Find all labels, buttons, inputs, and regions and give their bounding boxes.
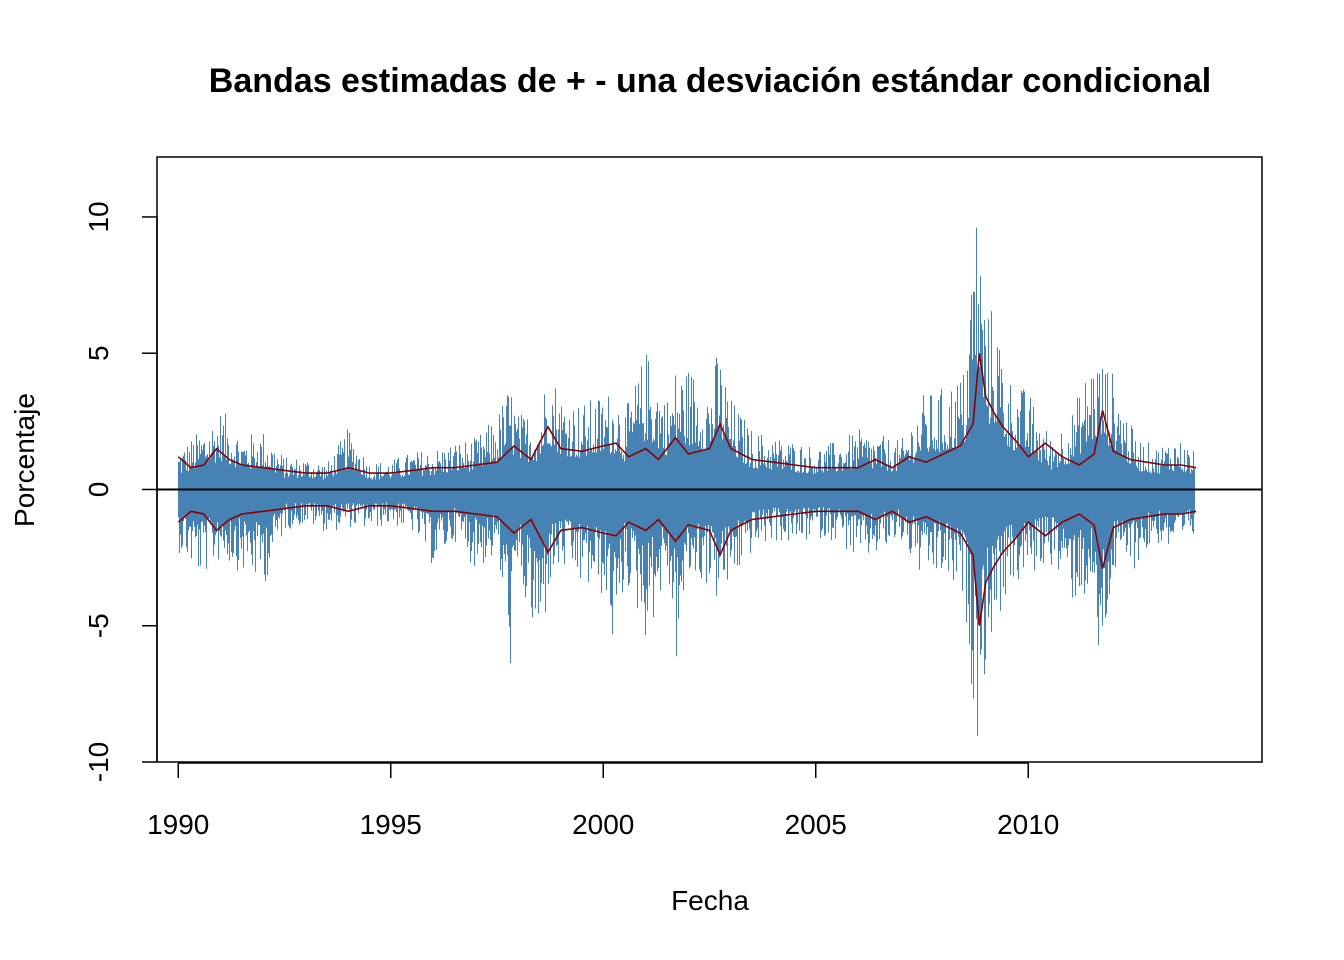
y-axis-label: Porcentaje [9,393,40,527]
chart-title: Bandas estimadas de + - una desviación e… [209,62,1211,100]
x-tick-label: 2010 [997,809,1059,840]
x-tick-label: 1990 [147,809,209,840]
y-tick-label: -10 [83,742,114,782]
x-tick-label: 2005 [785,809,847,840]
lower-band-line [177,504,1197,626]
y-tick-label: 5 [83,345,114,361]
plot-area [157,227,1262,736]
y-tick-label: -5 [83,613,114,638]
x-tick-label: 1995 [360,809,422,840]
y-tick-label: 10 [83,201,114,232]
x-axis-label: Fecha [671,885,749,916]
x-tick-label: 2000 [572,809,634,840]
returns-series [178,227,1195,736]
y-tick-label: 0 [83,482,114,498]
x-axis: 1990 1995 2000 2005 2010 [147,762,1059,840]
upper-band-line [177,353,1197,474]
y-axis: -10 -5 0 5 10 [83,201,158,782]
